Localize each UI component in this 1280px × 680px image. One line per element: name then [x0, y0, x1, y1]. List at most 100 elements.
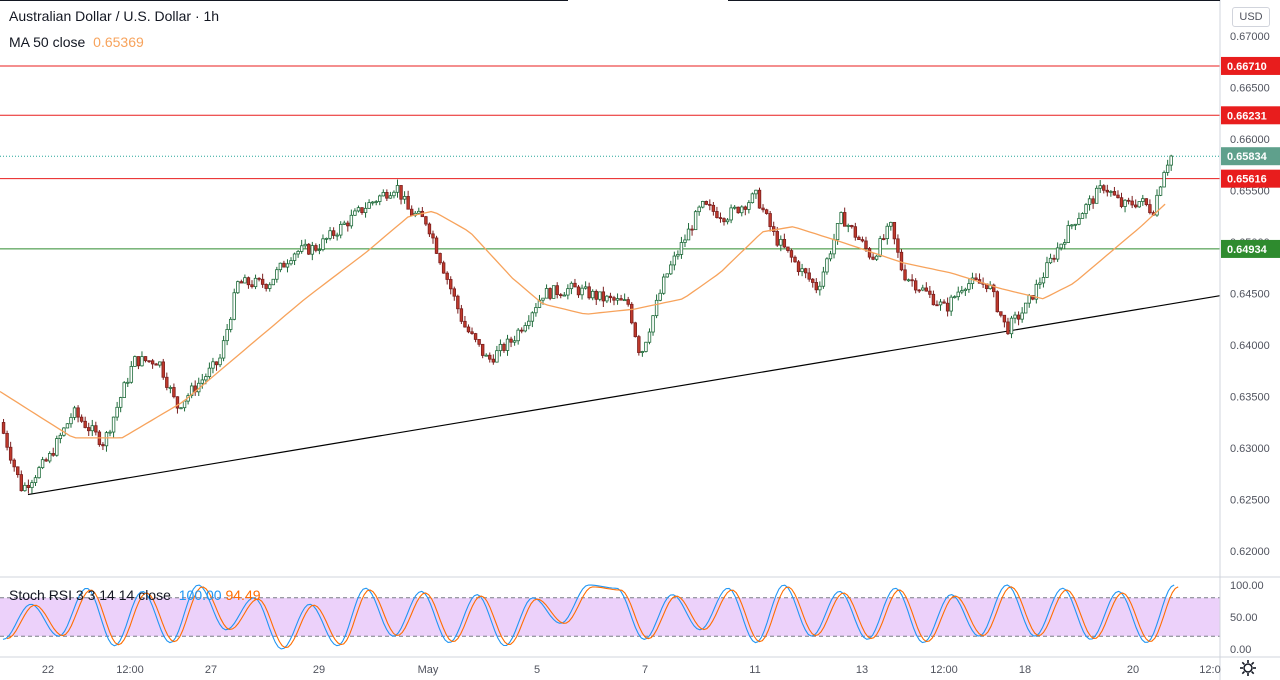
- candle-body: [740, 206, 744, 214]
- candle-body: [889, 221, 893, 227]
- candle-body: [963, 288, 968, 292]
- candle-body: [832, 239, 836, 255]
- stoch-d-line[interactable]: [6, 586, 1179, 649]
- candle-body: [459, 308, 464, 322]
- candle-body: [140, 356, 144, 367]
- candle-body: [576, 286, 581, 296]
- candle-body: [502, 343, 506, 351]
- candle-body: [296, 251, 300, 255]
- candle-body: [906, 279, 911, 282]
- currency-button[interactable]: USD: [1232, 7, 1270, 27]
- candle-body: [399, 185, 403, 200]
- candle-body: [101, 444, 105, 447]
- candle-body: [55, 438, 59, 456]
- candle-body: [353, 210, 357, 216]
- candle-body: [1013, 314, 1017, 319]
- candle-body: [1123, 199, 1127, 207]
- candle-body: [129, 366, 134, 383]
- candle-body: [850, 225, 854, 228]
- candle-body: [1048, 257, 1053, 264]
- candle-body: [857, 236, 861, 241]
- candle-body: [1165, 164, 1170, 173]
- candle-body: [995, 291, 999, 313]
- candle-body: [573, 282, 577, 288]
- candle-body: [406, 196, 410, 210]
- candle-body: [917, 289, 921, 292]
- candle-body: [228, 318, 233, 330]
- candle-body: [250, 284, 254, 288]
- candle-body: [1141, 198, 1145, 202]
- candle-body: [225, 329, 229, 342]
- candle-body: [292, 253, 297, 261]
- candle-body: [892, 221, 897, 240]
- candle-body: [232, 292, 236, 320]
- candle-body: [1077, 218, 1081, 225]
- candle-body: [871, 256, 875, 260]
- candle-body: [509, 338, 513, 343]
- candle-body: [90, 425, 94, 432]
- candle-body: [488, 354, 492, 360]
- candle-body: [126, 381, 130, 384]
- candle-body: [200, 379, 204, 384]
- candle-body: [1059, 243, 1063, 249]
- candle-body: [257, 277, 261, 280]
- candle-body: [953, 296, 957, 299]
- trend-line[interactable]: [27, 295, 1221, 496]
- candle-body: [477, 339, 481, 345]
- stoch-k-line[interactable]: [2, 584, 1175, 650]
- candle-body: [111, 416, 116, 433]
- candle-body: [530, 312, 535, 322]
- candle-body: [882, 238, 886, 240]
- candle-body: [807, 272, 811, 280]
- candle-body: [179, 407, 183, 410]
- candle-body: [878, 238, 882, 257]
- candle-body: [72, 407, 77, 418]
- candle-body: [548, 288, 552, 299]
- candle-body: [264, 283, 268, 289]
- candle-body: [669, 264, 673, 275]
- candle-body: [651, 315, 655, 333]
- candle-body: [559, 294, 563, 297]
- time-tick-label: 7: [642, 664, 648, 676]
- price-pane[interactable]: [0, 65, 1221, 496]
- stoch-rsi-pane[interactable]: [0, 584, 1220, 650]
- candle-body: [665, 273, 669, 278]
- candle-body: [204, 376, 208, 381]
- candle-body: [569, 282, 574, 290]
- candle-body: [431, 233, 435, 239]
- candle-body: [626, 299, 630, 305]
- candle-body: [903, 269, 907, 281]
- candle-body: [470, 331, 474, 334]
- candle-body: [867, 248, 872, 258]
- gear-icon[interactable]: [1238, 658, 1258, 678]
- candle-body: [1016, 314, 1021, 320]
- symbol-title[interactable]: Australian Dollar / U.S. Dollar · 1h: [9, 8, 220, 24]
- candle-body: [732, 206, 737, 209]
- candle-body: [619, 298, 623, 301]
- candle-body: [402, 196, 407, 200]
- stoch-k-value: 100.00: [178, 587, 222, 603]
- candle-body: [860, 239, 865, 242]
- time-tick-label: 12:00: [116, 664, 144, 676]
- candle-body: [630, 303, 634, 324]
- candle-body: [1063, 242, 1067, 245]
- candle-body: [253, 277, 258, 288]
- candle-body: [1112, 191, 1117, 196]
- candle-body: [1144, 198, 1149, 205]
- candle-body: [349, 214, 354, 227]
- candle-body: [438, 253, 442, 264]
- candle-body: [158, 361, 162, 366]
- price-tick-label: 0.62500: [1230, 495, 1270, 507]
- candle-body: [796, 261, 801, 273]
- time-tick-label: 27: [205, 664, 217, 676]
- ma50-line[interactable]: [0, 203, 1166, 439]
- ma-legend: MA 50 close 0.65369: [9, 34, 144, 50]
- candle-body: [729, 207, 733, 221]
- candle-body: [1, 422, 6, 434]
- candle-body: [949, 296, 953, 312]
- candle-body: [47, 453, 52, 462]
- candle-body: [924, 287, 929, 292]
- candle-body: [899, 251, 904, 271]
- candle-body: [1105, 189, 1110, 193]
